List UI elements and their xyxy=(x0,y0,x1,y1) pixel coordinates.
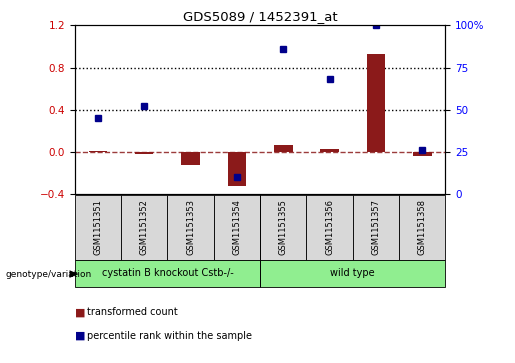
FancyBboxPatch shape xyxy=(121,195,167,260)
Bar xyxy=(367,54,385,152)
FancyBboxPatch shape xyxy=(399,195,445,260)
Title: GDS5089 / 1452391_at: GDS5089 / 1452391_at xyxy=(183,10,337,23)
Text: wild type: wild type xyxy=(331,268,375,278)
Text: GSM1151352: GSM1151352 xyxy=(140,199,149,255)
Text: cystatin B knockout Cstb-/-: cystatin B knockout Cstb-/- xyxy=(101,268,233,278)
Bar xyxy=(181,152,200,165)
Text: GSM1151355: GSM1151355 xyxy=(279,199,288,255)
Text: GSM1151351: GSM1151351 xyxy=(93,199,102,255)
Text: genotype/variation: genotype/variation xyxy=(5,270,91,278)
Text: GSM1151354: GSM1151354 xyxy=(232,199,242,255)
Text: percentile rank within the sample: percentile rank within the sample xyxy=(87,331,251,341)
Bar xyxy=(89,151,107,152)
FancyBboxPatch shape xyxy=(353,195,399,260)
FancyBboxPatch shape xyxy=(260,195,306,260)
Text: GSM1151356: GSM1151356 xyxy=(325,199,334,255)
Bar xyxy=(413,152,432,156)
Bar xyxy=(228,152,246,186)
Text: GSM1151358: GSM1151358 xyxy=(418,199,427,255)
Text: GSM1151357: GSM1151357 xyxy=(371,199,381,255)
FancyBboxPatch shape xyxy=(214,195,260,260)
Text: ■: ■ xyxy=(75,331,85,341)
FancyBboxPatch shape xyxy=(306,195,353,260)
Bar xyxy=(320,149,339,152)
FancyBboxPatch shape xyxy=(167,195,214,260)
FancyBboxPatch shape xyxy=(260,260,445,287)
Bar xyxy=(274,144,293,152)
Text: ■: ■ xyxy=(75,307,85,317)
Bar xyxy=(135,152,153,154)
FancyBboxPatch shape xyxy=(75,195,121,260)
Text: transformed count: transformed count xyxy=(87,307,177,317)
Text: GSM1151353: GSM1151353 xyxy=(186,199,195,255)
Polygon shape xyxy=(70,270,79,278)
FancyBboxPatch shape xyxy=(75,260,260,287)
